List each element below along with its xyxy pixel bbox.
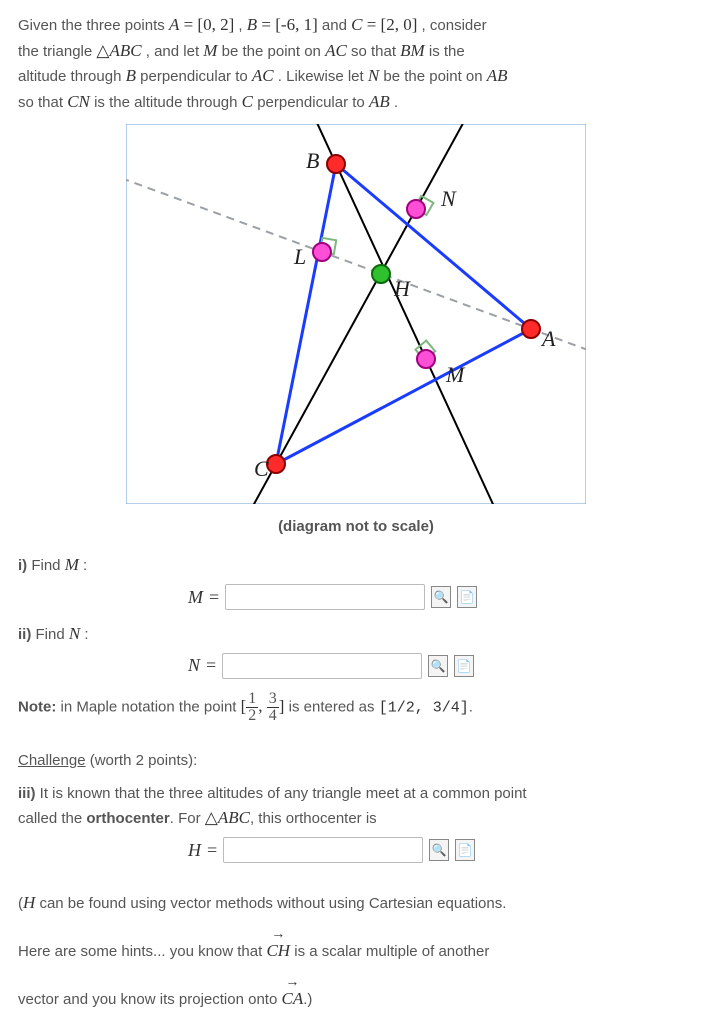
preview-icon[interactable]: 🔍 bbox=[429, 839, 449, 861]
help-icon[interactable]: 📄 bbox=[454, 655, 474, 677]
equals-sign: = bbox=[209, 584, 219, 611]
triangle-diagram: B N L H A M C bbox=[126, 124, 586, 504]
text: Given the three points bbox=[18, 17, 169, 34]
preview-icon[interactable]: 🔍 bbox=[431, 586, 451, 608]
answer-row-H: H = 🔍 📄 bbox=[188, 837, 694, 864]
svg-text:N: N bbox=[440, 186, 457, 211]
maple-note: Note: in Maple notation the point [12, 3… bbox=[18, 691, 694, 724]
help-icon[interactable]: 📄 bbox=[457, 586, 477, 608]
svg-text:H: H bbox=[393, 276, 411, 301]
svg-text:L: L bbox=[293, 244, 306, 269]
svg-text:C: C bbox=[254, 456, 269, 481]
answer-input-M[interactable] bbox=[225, 584, 425, 610]
answer-label-M: M bbox=[188, 584, 203, 611]
answer-label-N: N bbox=[188, 652, 200, 679]
part-i-prompt: i) Find M : bbox=[18, 552, 694, 578]
hints: (H can be found using vector methods wit… bbox=[18, 890, 694, 1012]
challenge-heading: Challenge (worth 2 points): bbox=[18, 750, 694, 773]
problem-statement: Given the three points A = [0, 2] , B = … bbox=[18, 12, 694, 114]
svg-text:M: M bbox=[445, 362, 466, 387]
preview-icon[interactable]: 🔍 bbox=[428, 655, 448, 677]
diagram: B N L H A M C bbox=[18, 124, 694, 512]
svg-text:B: B bbox=[306, 148, 319, 173]
part-ii-prompt: ii) Find N : bbox=[18, 621, 694, 647]
answer-label-H: H bbox=[188, 837, 201, 864]
help-icon[interactable]: 📄 bbox=[455, 839, 475, 861]
point-A: A bbox=[169, 15, 179, 34]
part-iii-prompt: iii) It is known that the three altitude… bbox=[18, 783, 694, 831]
answer-row-M: M = 🔍 📄 bbox=[188, 584, 694, 611]
svg-text:A: A bbox=[540, 326, 556, 351]
answer-input-N[interactable] bbox=[222, 653, 422, 679]
diagram-caption: (diagram not to scale) bbox=[18, 516, 694, 539]
answer-row-N: N = 🔍 📄 bbox=[188, 652, 694, 679]
answer-input-H[interactable] bbox=[223, 837, 423, 863]
